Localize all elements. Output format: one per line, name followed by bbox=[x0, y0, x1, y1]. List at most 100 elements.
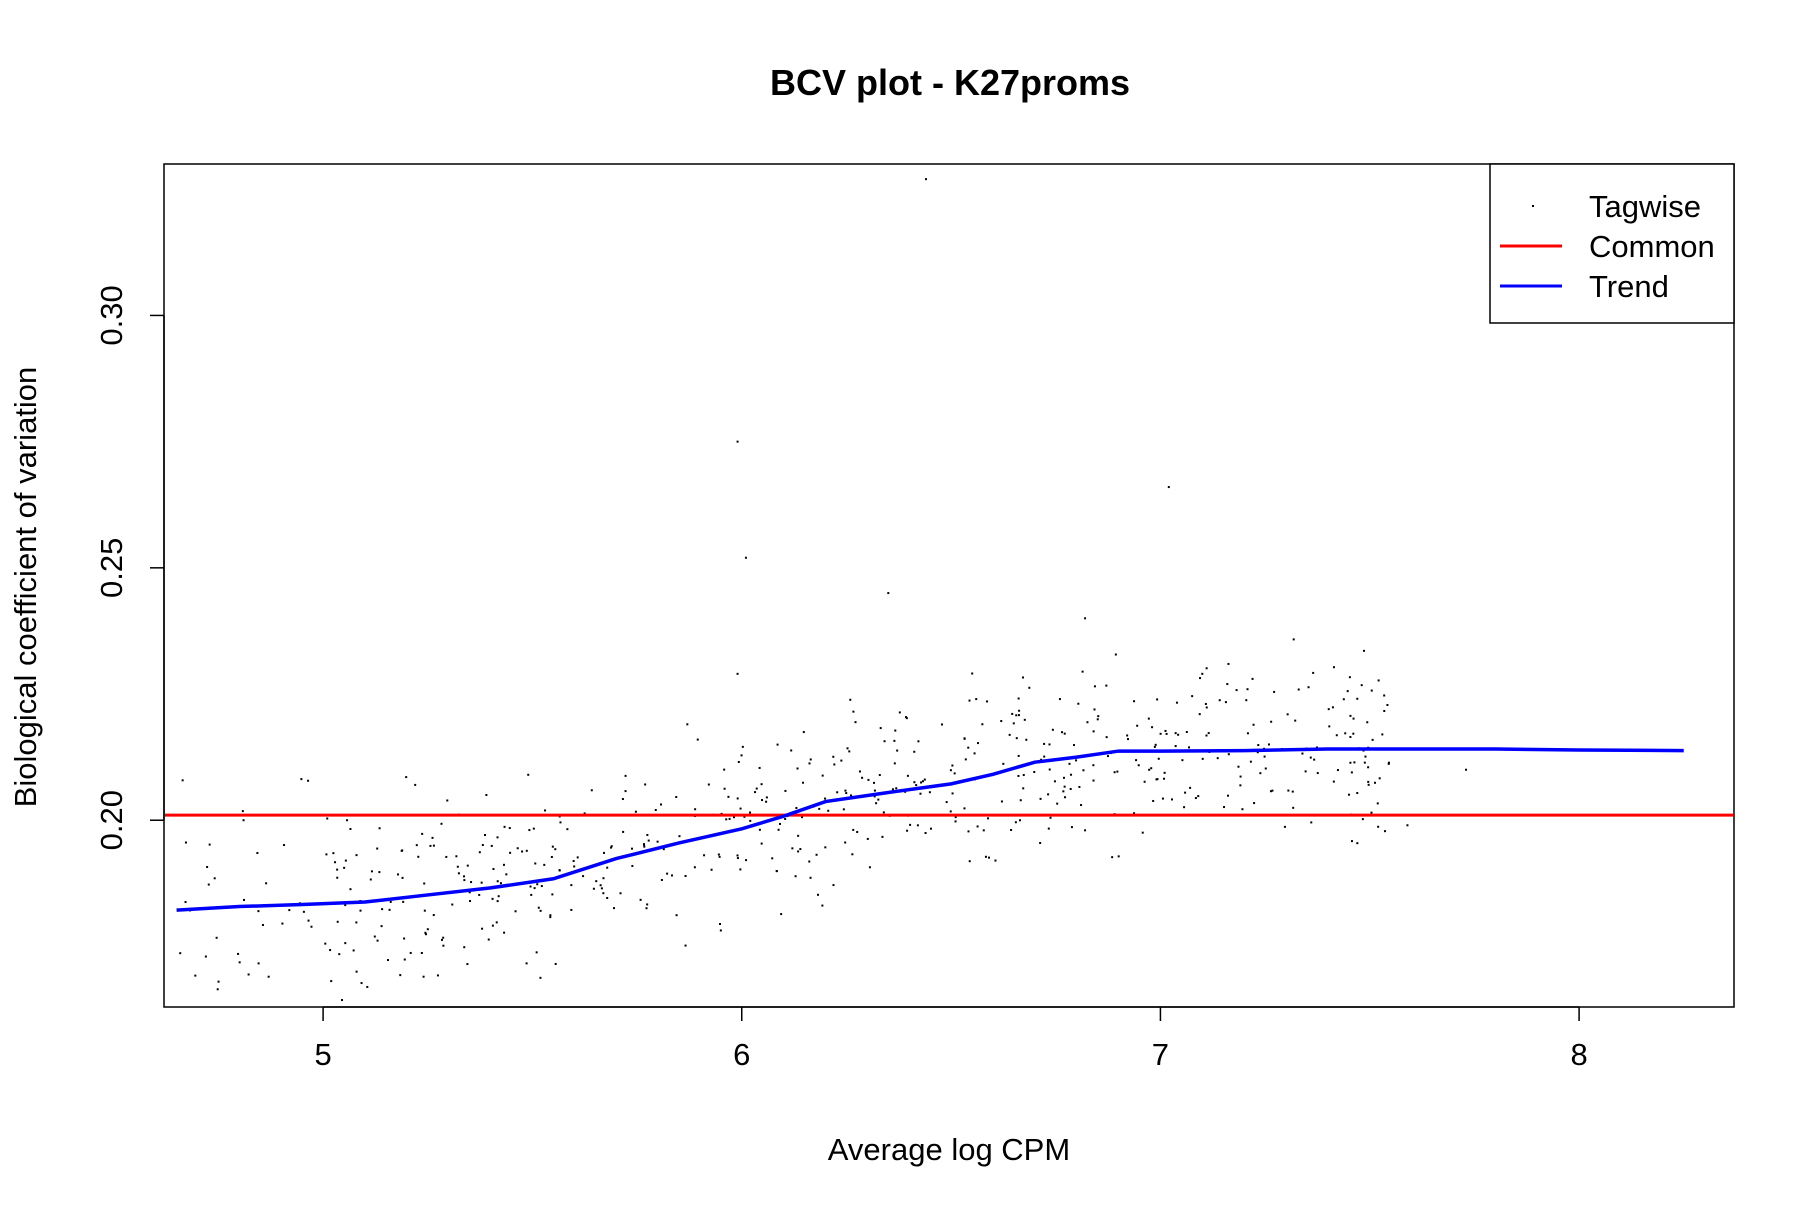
tagwise-point bbox=[1165, 732, 1168, 735]
tagwise-point bbox=[1025, 738, 1028, 741]
tagwise-point bbox=[570, 908, 573, 911]
tagwise-point bbox=[1383, 694, 1386, 697]
tagwise-point bbox=[982, 829, 985, 832]
tagwise-point bbox=[1053, 780, 1056, 783]
tagwise-point bbox=[478, 851, 481, 854]
y-tick-label: 0.25 bbox=[94, 538, 129, 598]
tagwise-point bbox=[1199, 677, 1202, 680]
tagwise-point bbox=[1022, 787, 1025, 790]
tagwise-point bbox=[791, 847, 794, 850]
tagwise-point bbox=[776, 743, 779, 746]
tagwise-point bbox=[906, 829, 909, 832]
tagwise-point bbox=[1253, 802, 1256, 805]
tagwise-point bbox=[1370, 689, 1373, 692]
tagwise-point bbox=[845, 792, 848, 795]
tagwise-point bbox=[963, 807, 966, 810]
tagwise-point bbox=[1048, 743, 1051, 746]
tagwise-point bbox=[344, 859, 347, 862]
tagwise-point bbox=[376, 939, 379, 942]
tagwise-point bbox=[1342, 698, 1345, 701]
tagwise-point bbox=[241, 810, 244, 813]
tagwise-point bbox=[852, 828, 855, 831]
tagwise-point bbox=[602, 892, 605, 895]
tagwise-point bbox=[856, 830, 859, 833]
tagwise-point bbox=[987, 817, 990, 820]
tagwise-point bbox=[551, 893, 554, 896]
tagwise-point bbox=[466, 864, 469, 867]
tagwise-point bbox=[1235, 689, 1238, 692]
tagwise-point bbox=[994, 859, 997, 862]
tagwise-point bbox=[376, 1027, 378, 1029]
tagwise-point bbox=[355, 854, 358, 857]
tagwise-point bbox=[878, 774, 881, 777]
tagwise-point bbox=[858, 770, 861, 773]
tagwise-point bbox=[179, 952, 182, 955]
tagwise-point bbox=[675, 914, 678, 917]
tagwise-point bbox=[1259, 772, 1262, 775]
tagwise-point bbox=[1010, 828, 1013, 831]
tagwise-point bbox=[1406, 824, 1409, 827]
tagwise-point bbox=[426, 928, 429, 931]
tagwise-point bbox=[457, 872, 460, 875]
tagwise-point bbox=[341, 999, 344, 1002]
tagwise-point bbox=[1157, 757, 1160, 760]
tagwise-point bbox=[1292, 638, 1295, 641]
tagwise-point bbox=[1143, 780, 1146, 783]
tagwise-point bbox=[431, 836, 434, 839]
tagwise-point bbox=[1216, 757, 1219, 760]
tagwise-point bbox=[1133, 812, 1136, 815]
tagwise-point bbox=[1297, 688, 1300, 691]
tagwise-point bbox=[1367, 783, 1370, 786]
tagwise-point bbox=[659, 803, 662, 806]
y-tick-label: 0.20 bbox=[94, 790, 129, 850]
tagwise-point bbox=[686, 723, 689, 726]
chart-title: BCV plot - K27proms bbox=[770, 62, 1130, 103]
tagwise-point bbox=[758, 766, 761, 769]
tagwise-point bbox=[1377, 825, 1380, 828]
tagwise-point bbox=[243, 898, 246, 901]
tagwise-point bbox=[634, 810, 637, 813]
tagwise-point bbox=[417, 855, 420, 858]
tagwise-point bbox=[740, 754, 743, 757]
tagwise-point bbox=[1336, 769, 1339, 772]
tagwise-point bbox=[536, 883, 539, 886]
tagwise-point bbox=[355, 921, 358, 924]
tagwise-point bbox=[765, 796, 768, 799]
tagwise-point bbox=[534, 862, 537, 865]
tagwise-point bbox=[797, 834, 800, 837]
tagwise-point bbox=[495, 921, 498, 924]
tagwise-point bbox=[924, 178, 927, 181]
tagwise-point bbox=[508, 827, 511, 830]
tagwise-point bbox=[456, 865, 459, 868]
tagwise-point bbox=[1008, 733, 1011, 736]
tagwise-point bbox=[373, 935, 376, 938]
tagwise-point bbox=[967, 830, 970, 833]
tagwise-point bbox=[440, 938, 443, 941]
tagwise-point bbox=[745, 859, 748, 862]
tagwise-point bbox=[964, 758, 967, 761]
tagwise-point bbox=[645, 907, 648, 910]
tagwise-point bbox=[503, 825, 506, 828]
tagwise-point bbox=[675, 796, 678, 799]
tagwise-point bbox=[821, 904, 824, 907]
tagwise-point bbox=[760, 783, 763, 786]
tagwise-point bbox=[873, 789, 876, 792]
tagwise-point bbox=[1135, 759, 1138, 762]
tagwise-point bbox=[909, 823, 912, 826]
tagwise-point bbox=[387, 1019, 389, 1021]
tagwise-point bbox=[1286, 713, 1289, 716]
tagwise-point bbox=[487, 938, 490, 941]
tagwise-point bbox=[963, 737, 966, 740]
tagwise-point bbox=[1294, 719, 1297, 722]
tagwise-point bbox=[544, 809, 547, 812]
tagwise-point bbox=[1114, 653, 1117, 656]
tagwise-point bbox=[442, 936, 445, 939]
tagwise-point bbox=[492, 868, 495, 871]
tagwise-point bbox=[1163, 771, 1166, 774]
tagwise-point bbox=[739, 868, 742, 871]
tagwise-point bbox=[530, 893, 533, 896]
tagwise-point bbox=[646, 833, 649, 836]
tagwise-point bbox=[775, 870, 778, 873]
tagwise-point bbox=[1349, 714, 1352, 717]
